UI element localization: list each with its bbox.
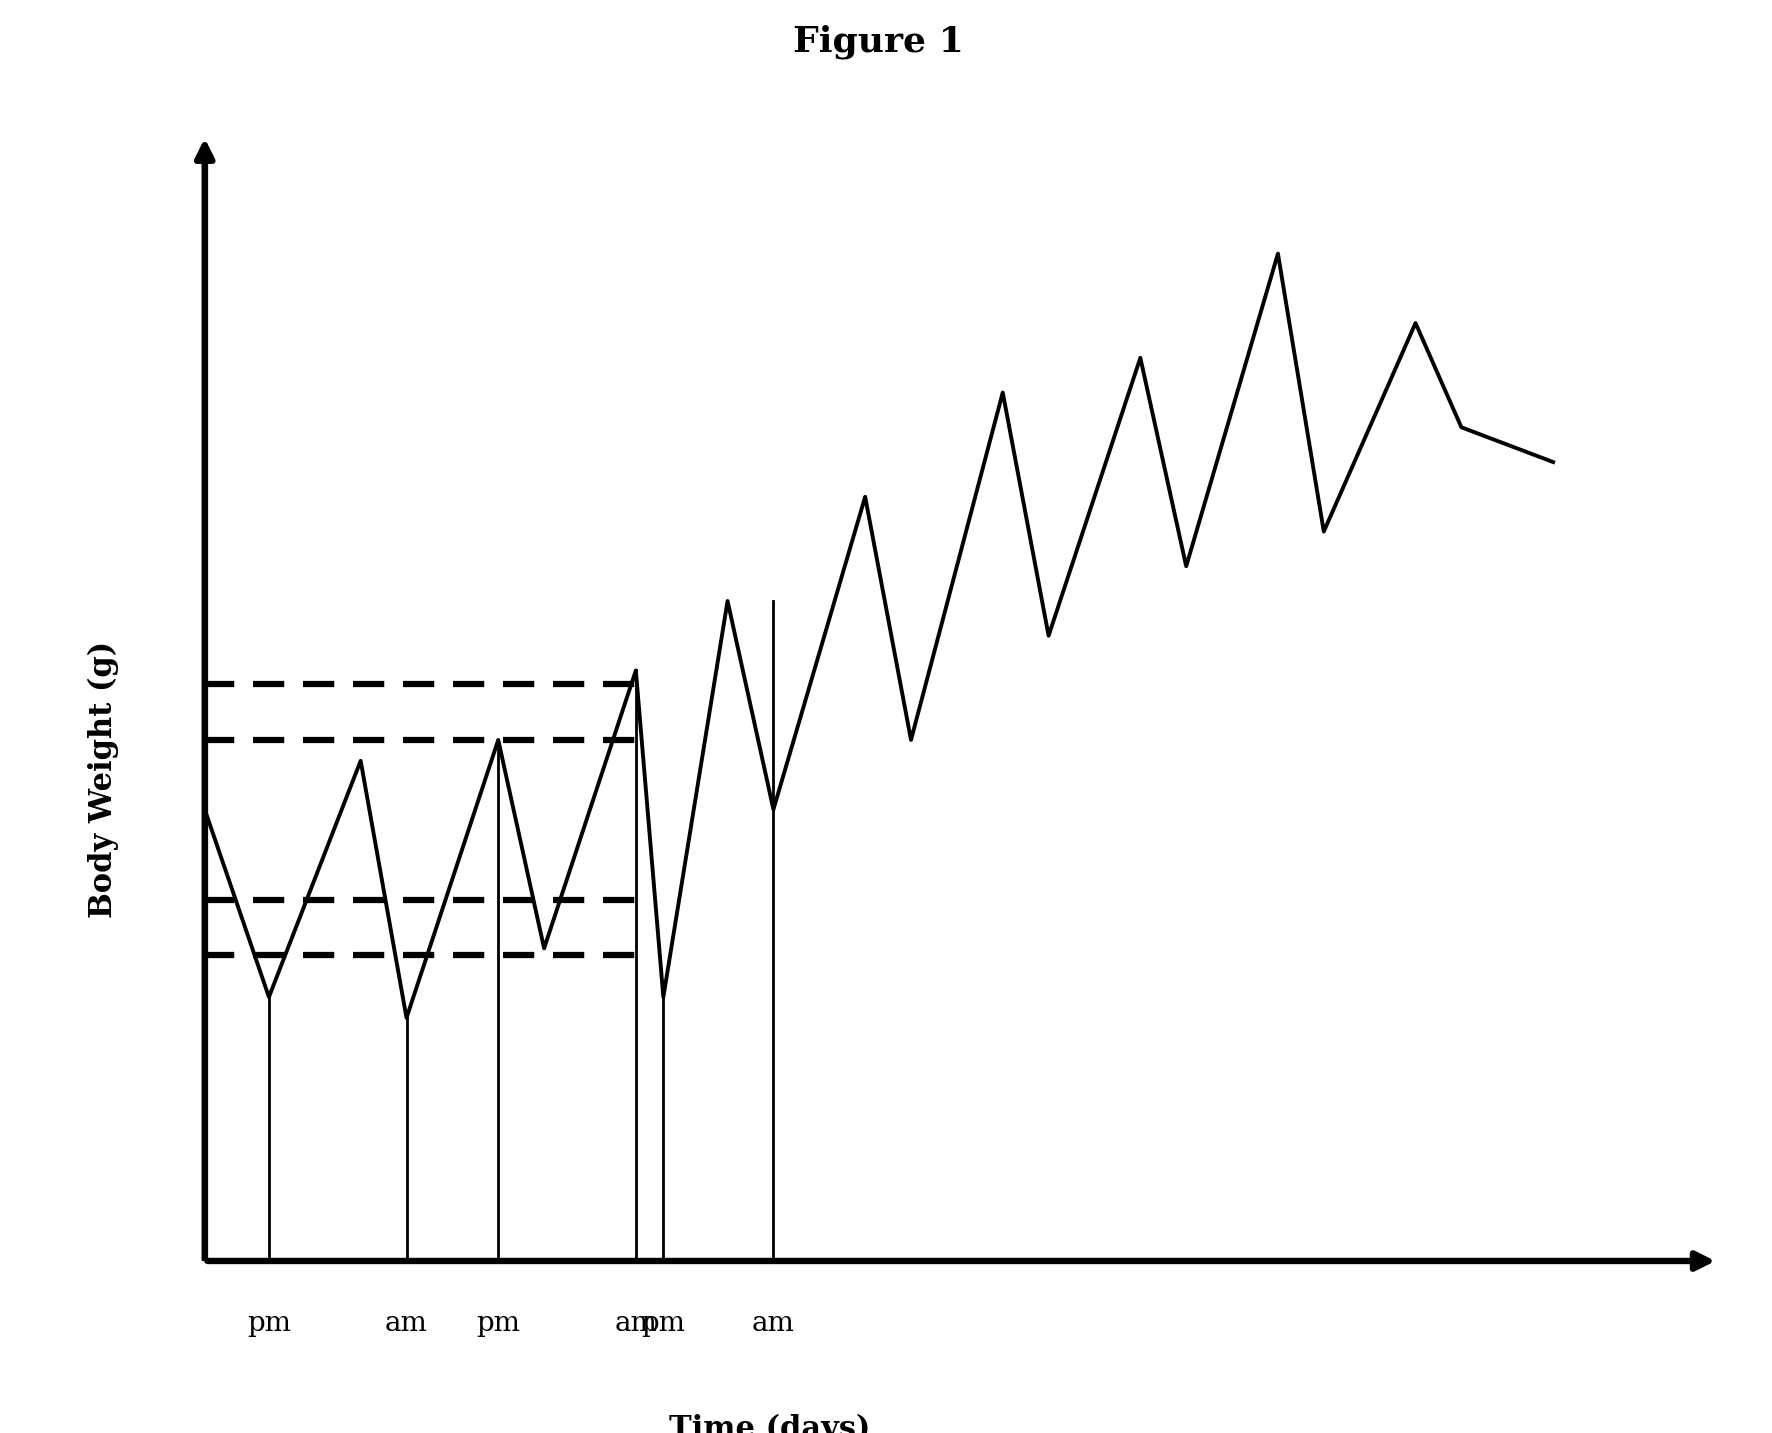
Text: Body Weight (g): Body Weight (g) [89,641,119,919]
Text: pm: pm [477,1310,521,1337]
Text: am: am [751,1310,796,1337]
Text: am: am [615,1310,657,1337]
Text: Figure 1: Figure 1 [794,24,964,59]
Text: am: am [385,1310,429,1337]
Text: pm: pm [246,1310,291,1337]
Text: Time (days): Time (days) [670,1414,870,1433]
Text: pm: pm [641,1310,686,1337]
